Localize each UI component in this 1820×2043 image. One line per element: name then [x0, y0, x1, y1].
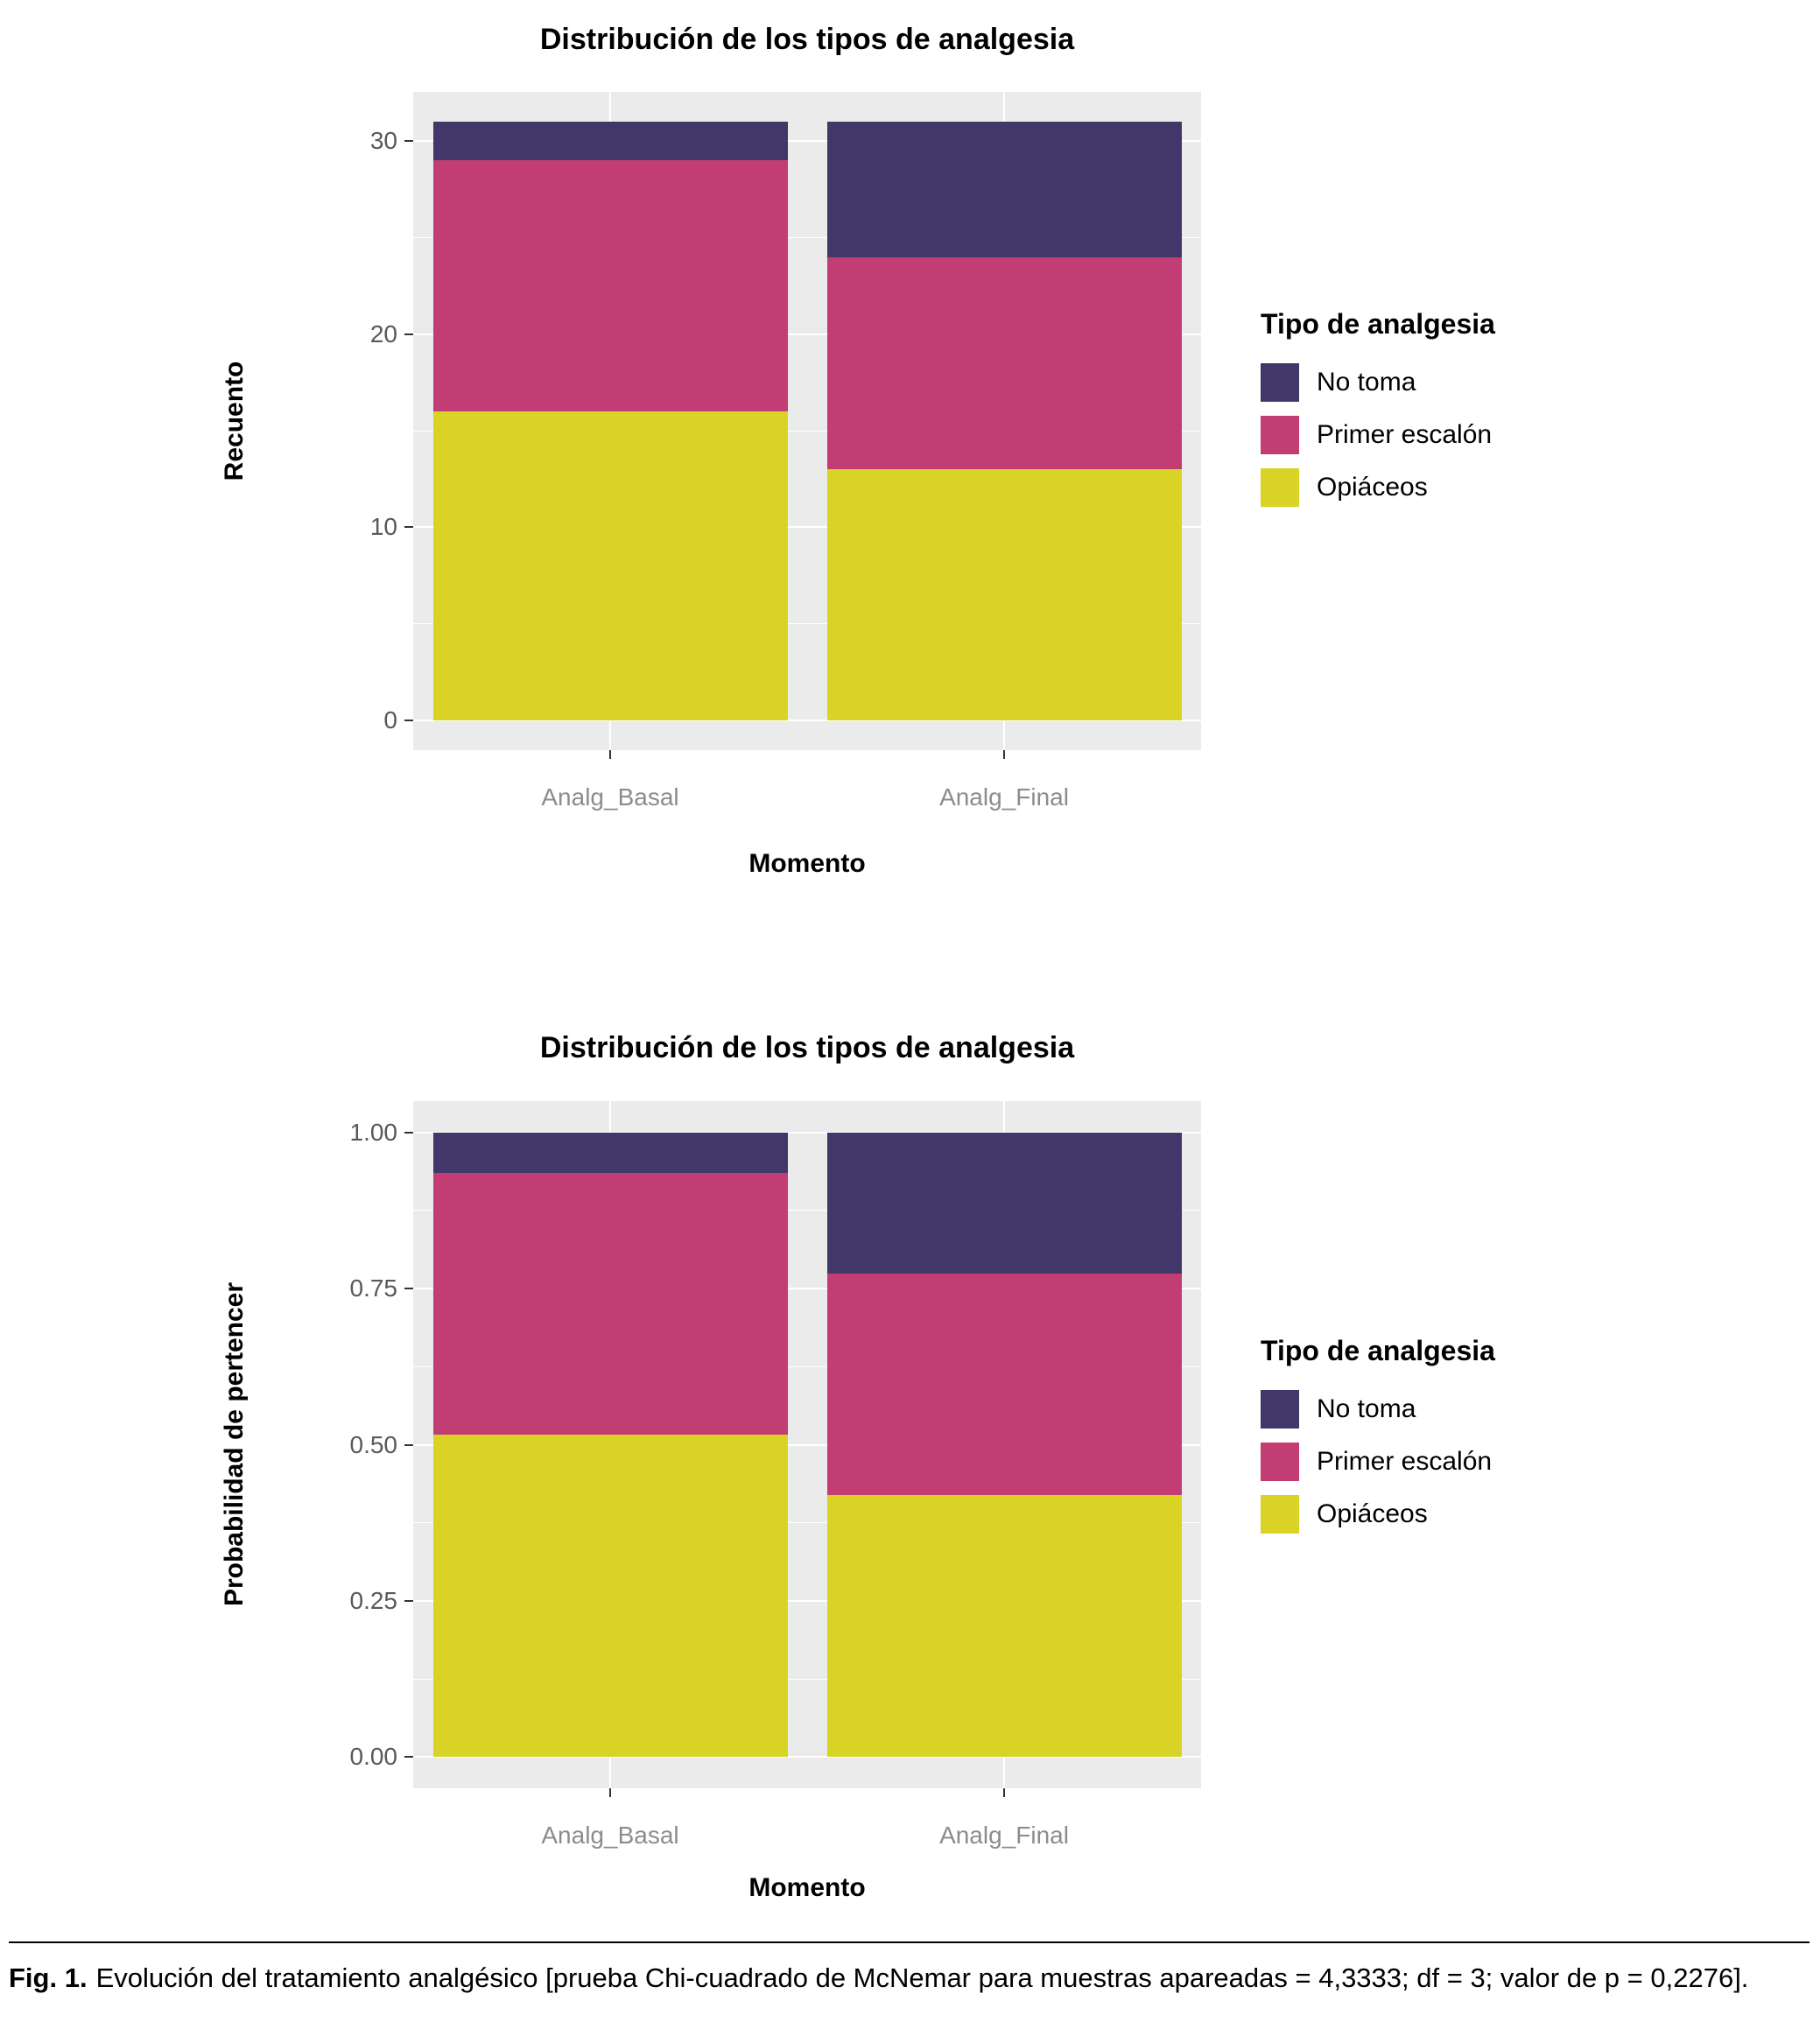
legend-label: Primer escalón	[1317, 1447, 1493, 1476]
legend-items: No toma Primer escalón Opiáceos	[1261, 363, 1495, 507]
y-axis-tick-label: 30	[369, 127, 397, 155]
major-gridline	[413, 1131, 1201, 1134]
chart-title: Distribución de los tipos de analgesia	[539, 23, 1075, 56]
x-axis-tick-label: Analg_Basal	[541, 783, 679, 811]
y-axis-tick-label: 20	[369, 319, 397, 348]
bar-analg-basal-primer-escalo-n	[432, 1173, 788, 1436]
minor-gridline	[413, 1678, 1201, 1680]
y-axis-tick	[404, 1443, 413, 1446]
y-axis-tick	[404, 719, 413, 721]
major-gridline	[413, 1288, 1201, 1290]
legend-swatch-opia-ceos	[1261, 468, 1299, 507]
legend-label: No toma	[1317, 1394, 1416, 1423]
x-axis-tick-label: Analg_Final	[939, 1822, 1069, 1849]
legend-label: Opiáceos	[1317, 473, 1428, 502]
major-gridline	[413, 140, 1201, 143]
x-axis-title: Momento	[748, 1873, 866, 1902]
x-axis-tick	[609, 750, 611, 759]
legend-swatch-no-toma	[1261, 363, 1299, 402]
bar-analg-final-primer-escalo-n	[826, 1273, 1182, 1496]
bar-analg-final-opia-ceos	[826, 1495, 1182, 1758]
legend-items: No toma Primer escalón Opiáceos	[1261, 1390, 1495, 1534]
legend-item-no-toma: No toma	[1261, 1390, 1495, 1429]
y-axis-title: Recuento	[220, 361, 249, 481]
minor-gridline	[413, 1366, 1201, 1367]
legend-item-opia-ceos: Opiáceos	[1261, 1495, 1495, 1534]
y-axis-tick	[404, 333, 413, 335]
legend-item-opia-ceos: Opiáceos	[1261, 468, 1495, 507]
y-axis-tick	[404, 1288, 413, 1290]
y-axis-title: Probabilidad de pertencer	[220, 1281, 249, 1607]
major-gridline	[413, 526, 1201, 529]
bar-analg-basal-opia-ceos	[432, 411, 788, 720]
x-axis-tick	[1003, 1788, 1005, 1797]
major-gridline	[413, 1756, 1201, 1759]
chart-probabilidad: Distribución de los tipos de analgesia P…	[0, 1007, 1820, 1936]
y-axis-tick-label: 0.75	[349, 1274, 398, 1302]
x-axis-tick-label: Analg_Basal	[541, 1822, 679, 1849]
y-axis-tick-label: 1.00	[349, 1118, 398, 1146]
bar-analg-basal-opia-ceos	[432, 1435, 788, 1758]
x-axis-tick-label: Analg_Final	[939, 783, 1069, 811]
caption-label: Fig. 1.	[9, 1962, 88, 1993]
legend-swatch-no-toma	[1261, 1390, 1299, 1429]
major-gridline	[413, 1599, 1201, 1602]
bar-analg-basal-no-toma	[432, 122, 788, 161]
y-axis-tick-label: 0.25	[349, 1586, 398, 1614]
plot-panel: 0 10 20 30 Analg_Basal Analg_Final	[370, 92, 1201, 811]
legend: Tipo de analgesia No toma Primer escalón O…	[1261, 308, 1495, 521]
legend-label: No toma	[1317, 368, 1416, 397]
y-axis-tick	[404, 526, 413, 529]
bar-analg-final-no-toma	[826, 122, 1182, 257]
legend-swatch-opia-ceos	[1261, 1495, 1299, 1534]
minor-gridline	[413, 430, 1201, 432]
legend-label: Opiáceos	[1317, 1499, 1428, 1528]
major-gridline	[413, 1443, 1201, 1446]
chart-title: Distribución de los tipos de analgesia	[539, 1031, 1075, 1064]
legend-title: Tipo de analgesia	[1261, 1335, 1495, 1366]
y-axis-tick-label: 0.00	[349, 1743, 398, 1771]
x-axis-tick	[1003, 750, 1005, 759]
minor-gridline	[413, 623, 1201, 625]
y-axis-tick-label: 0	[383, 706, 397, 734]
bar-analg-final-opia-ceos	[826, 469, 1182, 720]
minor-gridline	[413, 237, 1201, 238]
legend-item-no-toma: No toma	[1261, 363, 1495, 402]
legend-item-primer-escalo-n: Primer escalón	[1261, 1443, 1495, 1481]
y-axis-tick	[404, 1756, 413, 1759]
x-axis-title: Momento	[748, 849, 866, 878]
minor-gridline	[413, 1210, 1201, 1211]
y-axis-tick	[404, 140, 413, 143]
legend-label: Primer escalón	[1317, 420, 1493, 449]
y-axis-tick-label: 10	[369, 513, 397, 541]
legend: Tipo de analgesia No toma Primer escalón O…	[1261, 1335, 1495, 1548]
legend-title: Tipo de analgesia	[1261, 308, 1495, 340]
major-gridline	[413, 719, 1201, 721]
plot-panel: 0.00 0.25 0.50 0.75 1.00 Analg_Basal Analg_Fin…	[350, 1101, 1201, 1849]
bar-analg-basal-primer-escalo-n	[432, 160, 788, 411]
legend-swatch-primer-escalo-n	[1261, 1443, 1299, 1481]
bar-analg-final-no-toma	[826, 1132, 1182, 1274]
y-axis-tick	[404, 1131, 413, 1134]
y-axis-tick-label: 0.50	[349, 1430, 398, 1458]
minor-gridline	[413, 1522, 1201, 1524]
x-axis-tick	[609, 1788, 611, 1797]
bar-analg-final-primer-escalo-n	[826, 256, 1182, 470]
figure-caption: Fig. 1. Evolución del tratamiento analgés…	[9, 1941, 1809, 1997]
legend-item-primer-escalo-n: Primer escalón	[1261, 416, 1495, 454]
chart-recuento: Distribución de los tipos de analgesia R…	[0, 0, 1820, 1007]
legend-swatch-primer-escalo-n	[1261, 416, 1299, 454]
y-axis-tick	[404, 1599, 413, 1602]
bar-analg-basal-no-toma	[432, 1132, 788, 1174]
major-gridline	[413, 333, 1201, 335]
caption-text: Evolución del tratamiento analgésico [pr…	[95, 1962, 1749, 1993]
